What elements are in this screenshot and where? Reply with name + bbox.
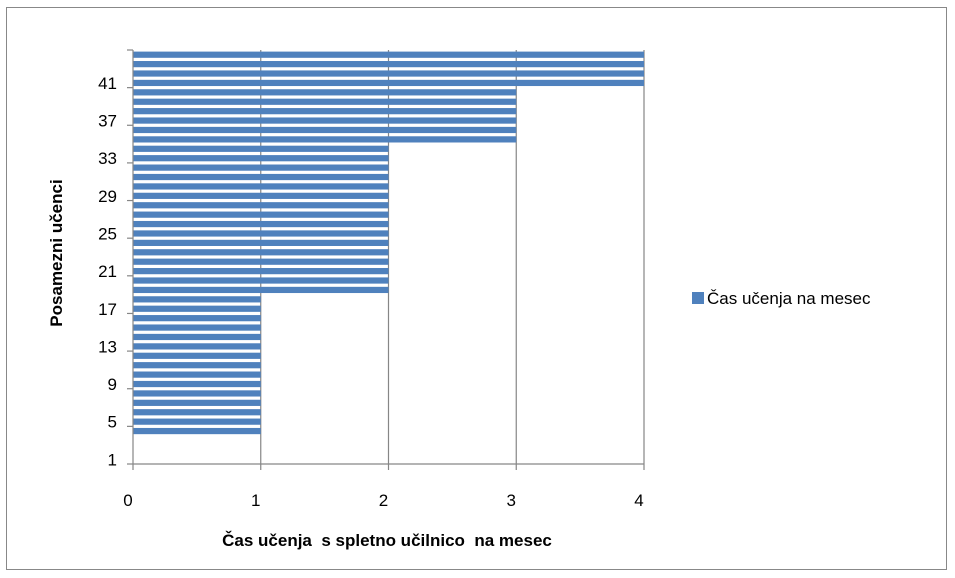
bar [133, 268, 389, 275]
bar [133, 352, 261, 359]
bar [133, 249, 389, 256]
x-tick-label: 2 [379, 491, 388, 510]
bar [133, 145, 389, 152]
bar [133, 220, 389, 228]
bar [133, 333, 261, 341]
y-tick-label: 17 [98, 300, 117, 319]
x-tick-label: 4 [634, 491, 643, 510]
bar [133, 380, 261, 388]
bar [133, 89, 517, 96]
y-tick-label: 13 [98, 337, 117, 356]
y-tick-label: 41 [98, 74, 117, 93]
y-tick-labels: 1 5 9 13 17 21 25 29 33 37 41 [98, 74, 117, 469]
legend-swatch [692, 292, 704, 304]
bar [133, 427, 261, 435]
bar [133, 418, 261, 425]
x-axis-title: Čas učenja s spletno učilnico na mesec [222, 531, 552, 550]
bar [133, 296, 261, 303]
bar [133, 324, 261, 331]
bar [133, 117, 517, 124]
bar [133, 399, 261, 406]
bar [133, 155, 389, 162]
bar [133, 315, 261, 322]
y-tick-label: 1 [108, 450, 117, 469]
y-tick-label: 25 [98, 224, 117, 243]
bar [133, 371, 261, 378]
bar [133, 277, 389, 284]
y-tick-label: 21 [98, 262, 117, 281]
bar [133, 343, 261, 350]
bar [133, 61, 644, 68]
bar [133, 211, 389, 218]
y-tick-label: 37 [98, 112, 117, 131]
bar [133, 409, 261, 416]
bar [133, 183, 389, 190]
bar [133, 390, 261, 397]
x-tick-label: 1 [251, 491, 260, 510]
x-tick-label: 0 [123, 491, 132, 510]
bar [133, 192, 389, 199]
legend: Čas učenja na mesec [692, 289, 871, 308]
bar [133, 108, 517, 115]
bar [133, 51, 644, 58]
bar [133, 286, 389, 294]
y-tick-label: 29 [98, 187, 117, 206]
y-axis-title: Posamezni učenci [47, 179, 66, 326]
x-tick-label: 3 [507, 491, 516, 510]
bar-series [133, 51, 644, 435]
bar [133, 126, 517, 134]
y-tick-label: 33 [98, 149, 117, 168]
bar [133, 230, 389, 237]
bar [133, 239, 389, 246]
x-tick-labels: 0 1 2 3 4 [123, 491, 643, 510]
axes [127, 49, 645, 470]
bar [133, 70, 644, 77]
bar [133, 98, 517, 105]
bar [133, 173, 389, 181]
legend-label: Čas učenja na mesec [707, 289, 871, 308]
bar [133, 202, 389, 209]
bar [133, 258, 389, 265]
bar [133, 362, 261, 369]
bar [133, 136, 517, 143]
y-tick-label: 5 [108, 413, 117, 432]
bar [133, 164, 389, 171]
y-tick-label: 9 [108, 375, 117, 394]
bar [133, 305, 261, 312]
bar [133, 79, 644, 87]
